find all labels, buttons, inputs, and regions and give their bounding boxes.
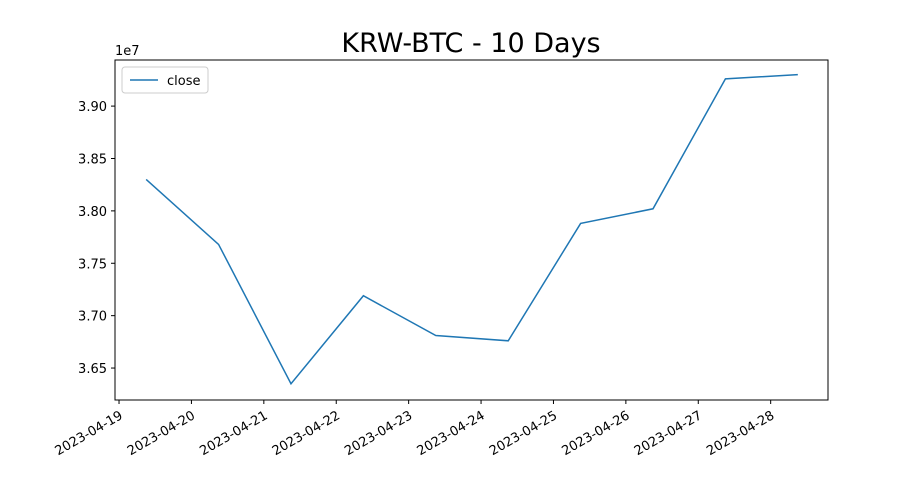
chart-title: KRW-BTC - 10 Days [341, 28, 600, 59]
y-tick-label: 3.90 [78, 100, 107, 115]
y-tick-label: 3.75 [78, 257, 107, 272]
y-tick-label: 3.80 [78, 205, 107, 220]
line-series [145, 73, 798, 386]
plot-frame [114, 59, 829, 401]
legend-label: close [167, 74, 200, 89]
legend-box [121, 66, 209, 94]
y-tick-label: 3.65 [78, 362, 107, 377]
y-tick-label: 3.70 [78, 310, 107, 325]
y-tick-label: 3.85 [78, 152, 107, 167]
y-offset-label: 1e7 [115, 44, 140, 59]
